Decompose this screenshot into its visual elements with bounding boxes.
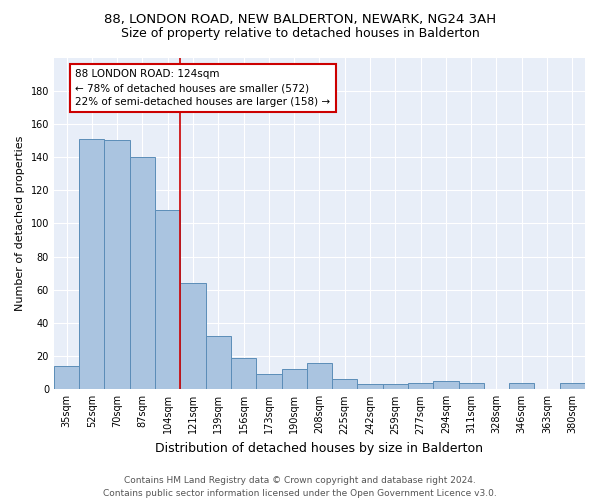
X-axis label: Distribution of detached houses by size in Balderton: Distribution of detached houses by size … bbox=[155, 442, 484, 455]
Bar bbox=[104, 140, 130, 390]
Bar bbox=[358, 384, 383, 390]
Bar bbox=[332, 380, 358, 390]
Bar bbox=[408, 382, 433, 390]
Bar bbox=[155, 210, 181, 390]
Text: Size of property relative to detached houses in Balderton: Size of property relative to detached ho… bbox=[121, 28, 479, 40]
Bar bbox=[79, 139, 104, 390]
Bar bbox=[383, 384, 408, 390]
Bar bbox=[130, 157, 155, 390]
Bar bbox=[206, 336, 231, 390]
Bar bbox=[307, 363, 332, 390]
Bar bbox=[509, 382, 535, 390]
Bar bbox=[256, 374, 281, 390]
Bar bbox=[231, 358, 256, 390]
Bar bbox=[458, 382, 484, 390]
Text: Contains HM Land Registry data © Crown copyright and database right 2024.
Contai: Contains HM Land Registry data © Crown c… bbox=[103, 476, 497, 498]
Bar bbox=[181, 283, 206, 390]
Text: 88 LONDON ROAD: 124sqm
← 78% of detached houses are smaller (572)
22% of semi-de: 88 LONDON ROAD: 124sqm ← 78% of detached… bbox=[76, 69, 331, 107]
Bar bbox=[560, 382, 585, 390]
Y-axis label: Number of detached properties: Number of detached properties bbox=[15, 136, 25, 311]
Bar bbox=[281, 370, 307, 390]
Bar bbox=[433, 381, 458, 390]
Bar bbox=[54, 366, 79, 390]
Text: 88, LONDON ROAD, NEW BALDERTON, NEWARK, NG24 3AH: 88, LONDON ROAD, NEW BALDERTON, NEWARK, … bbox=[104, 12, 496, 26]
